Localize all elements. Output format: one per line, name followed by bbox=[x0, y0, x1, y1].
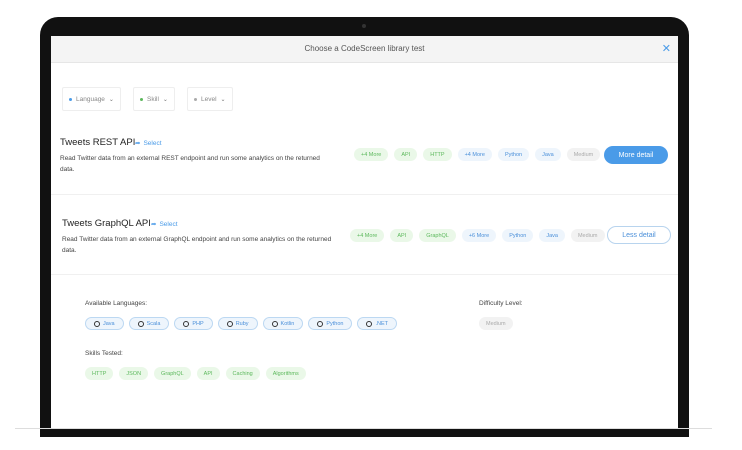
dot-icon bbox=[69, 97, 72, 101]
filter-label: Language bbox=[76, 95, 105, 103]
select-link[interactable]: ➦ Select bbox=[151, 220, 178, 229]
github-icon bbox=[366, 320, 373, 327]
modal-title: Choose a CodeScreen library test bbox=[304, 44, 425, 53]
github-icon bbox=[137, 320, 144, 327]
skill-chip: Algorithms bbox=[265, 367, 306, 380]
select-link[interactable]: ➦ Select bbox=[135, 139, 162, 148]
select-label: Select bbox=[159, 220, 178, 228]
skill-filter[interactable]: Skill ⌄ bbox=[133, 87, 175, 111]
tag-chip: Java bbox=[535, 148, 561, 161]
tag-chip: Python bbox=[497, 148, 530, 161]
github-icon bbox=[271, 320, 278, 327]
tag-list: +4 More API HTTP +4 More Python Java Medium bbox=[354, 148, 601, 161]
language-label: Kotlin bbox=[280, 320, 295, 327]
level-filter[interactable]: Level ⌄ bbox=[187, 87, 233, 111]
language-label: Scala bbox=[146, 320, 161, 327]
chevron-down-icon: ⌄ bbox=[108, 96, 114, 103]
skill-chip: HTTP bbox=[85, 367, 114, 380]
language-filter[interactable]: Language ⌄ bbox=[62, 87, 121, 111]
tag-chip: +4 More bbox=[354, 148, 389, 161]
filter-label: Skill bbox=[147, 95, 159, 103]
github-icon bbox=[94, 320, 100, 327]
difficulty-badge: Medium bbox=[479, 317, 513, 330]
test-title: Tweets REST API bbox=[60, 137, 136, 148]
github-icon bbox=[317, 320, 324, 327]
modal-header: Choose a CodeScreen library test ✕ bbox=[51, 36, 678, 63]
tag-chip: Medium bbox=[570, 229, 605, 242]
tag-chip: +4 More bbox=[350, 229, 385, 242]
dot-icon bbox=[194, 97, 197, 101]
tag-chip: Java bbox=[539, 229, 565, 242]
test-title: Tweets GraphQL API bbox=[62, 218, 151, 229]
skill-list: HTTP JSON GraphQL API Caching Algorithms bbox=[85, 367, 306, 380]
laptop-base bbox=[15, 428, 712, 429]
chevron-down-icon: ⌄ bbox=[162, 96, 168, 103]
camera bbox=[362, 24, 366, 28]
tag-chip: API bbox=[394, 148, 418, 161]
language-chip: .NET bbox=[357, 317, 397, 330]
language-label: PHP bbox=[192, 320, 204, 327]
skill-chip: API bbox=[196, 367, 220, 380]
divider bbox=[51, 274, 678, 275]
close-icon[interactable]: ✕ bbox=[661, 43, 671, 55]
chevron-down-icon: ⌄ bbox=[220, 96, 226, 103]
languages-label: Available Languages: bbox=[85, 300, 148, 307]
language-list: Java Scala PHP Ruby Kotlin Python .NET bbox=[85, 317, 397, 330]
github-icon bbox=[183, 320, 190, 327]
skills-label: Skills Tested: bbox=[85, 350, 123, 357]
language-label: .NET bbox=[375, 320, 388, 327]
tag-chip: GraphQL bbox=[419, 229, 456, 242]
language-chip: Ruby bbox=[217, 317, 258, 330]
language-chip: Java bbox=[85, 317, 124, 330]
language-chip: Kotlin bbox=[262, 317, 304, 330]
tag-chip: +4 More bbox=[457, 148, 492, 161]
github-icon bbox=[226, 320, 233, 327]
language-label: Java bbox=[103, 320, 115, 327]
less-detail-button[interactable]: Less detail bbox=[607, 226, 671, 244]
share-arrow-icon: ➦ bbox=[135, 140, 141, 147]
skill-chip: Caching bbox=[225, 367, 260, 380]
tag-chip: Medium bbox=[566, 148, 601, 161]
skill-chip: JSON bbox=[119, 367, 149, 380]
tag-chip: HTTP bbox=[423, 148, 452, 161]
language-label: Python bbox=[326, 320, 344, 327]
language-chip: Python bbox=[308, 317, 353, 330]
skill-chip: GraphQL bbox=[154, 367, 191, 380]
language-label: Ruby bbox=[235, 320, 249, 327]
select-label: Select bbox=[143, 139, 162, 147]
test-description: Read Twitter data from an external Graph… bbox=[62, 236, 332, 254]
modal: Choose a CodeScreen library test ✕ Langu… bbox=[51, 36, 678, 428]
test-description: Read Twitter data from an external REST … bbox=[60, 155, 320, 173]
difficulty-label: Difficulty Level: bbox=[479, 300, 523, 307]
tag-chip: Python bbox=[502, 229, 534, 242]
divider bbox=[51, 194, 678, 195]
filter-label: Level bbox=[201, 95, 217, 103]
tag-chip: API bbox=[390, 229, 414, 242]
tag-chip: +6 More bbox=[461, 229, 497, 242]
more-detail-button[interactable]: More detail bbox=[604, 146, 668, 164]
share-arrow-icon: ➦ bbox=[151, 221, 157, 228]
language-chip: Scala bbox=[128, 317, 170, 330]
language-chip: PHP bbox=[174, 317, 213, 330]
tag-list: +4 More API GraphQL +6 More Python Java Medium bbox=[350, 229, 605, 242]
dot-icon bbox=[140, 97, 143, 101]
